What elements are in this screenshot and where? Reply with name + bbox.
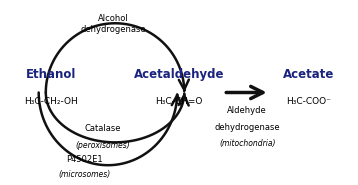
Text: Alcohol
dehydrogenase: Alcohol dehydrogenase (81, 14, 146, 33)
Text: H₃C-COO⁻: H₃C-COO⁻ (286, 97, 331, 106)
Text: H₃C-CH₂-OH: H₃C-CH₂-OH (24, 97, 78, 106)
Text: (peroxisomes): (peroxisomes) (75, 141, 130, 150)
Text: (microsomes): (microsomes) (59, 170, 111, 179)
Text: P4502E1: P4502E1 (67, 155, 103, 164)
Text: Acetaldehyde: Acetaldehyde (134, 68, 224, 81)
Text: dehydrogenase: dehydrogenase (214, 123, 280, 132)
Text: Aldehyde: Aldehyde (227, 106, 267, 115)
Text: Acetate: Acetate (283, 68, 334, 81)
Text: Catalase: Catalase (84, 125, 121, 133)
Text: (mitochondria): (mitochondria) (219, 139, 275, 148)
Text: H₃C-CH=O: H₃C-CH=O (155, 97, 203, 106)
Text: Ethanol: Ethanol (26, 68, 76, 81)
